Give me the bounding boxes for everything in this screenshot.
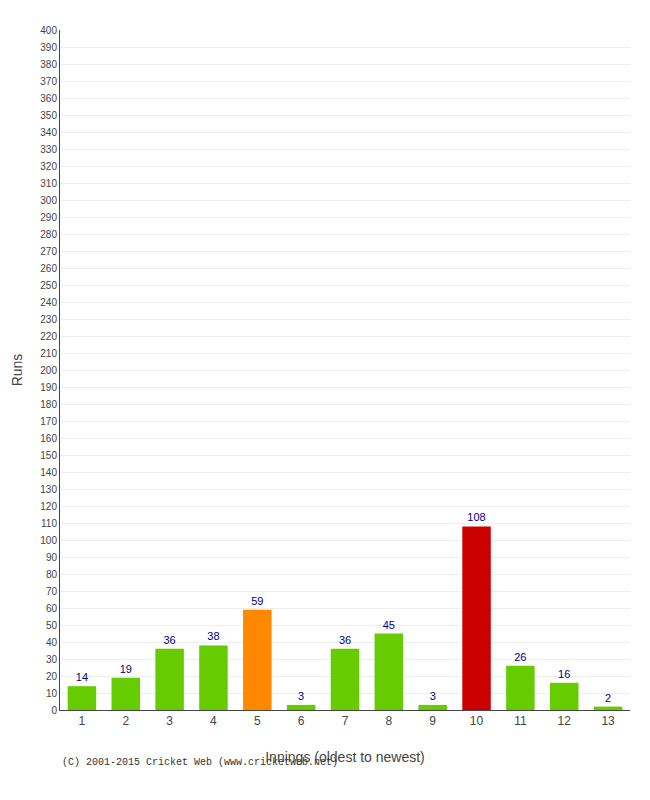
svg-text:240: 240 (40, 297, 57, 308)
svg-text:36: 36 (163, 634, 175, 646)
svg-text:13: 13 (601, 714, 615, 728)
svg-text:100: 100 (40, 535, 57, 546)
svg-text:190: 190 (40, 382, 57, 393)
svg-text:200: 200 (40, 365, 57, 376)
svg-text:8: 8 (386, 714, 393, 728)
svg-text:30: 30 (46, 654, 58, 665)
svg-text:160: 160 (40, 433, 57, 444)
svg-text:250: 250 (40, 280, 57, 291)
svg-text:12: 12 (558, 714, 572, 728)
svg-text:Innings (oldest to newest): Innings (oldest to newest) (265, 749, 425, 765)
svg-text:280: 280 (40, 229, 57, 240)
svg-text:170: 170 (40, 416, 57, 427)
svg-text:210: 210 (40, 348, 57, 359)
svg-text:300: 300 (40, 195, 57, 206)
svg-text:370: 370 (40, 76, 57, 87)
svg-text:9: 9 (429, 714, 436, 728)
svg-text:(C) 2001-2015 Cricket Web (www: (C) 2001-2015 Cricket Web (www.cricketwe… (62, 757, 338, 768)
svg-text:1: 1 (79, 714, 86, 728)
svg-text:19: 19 (120, 663, 132, 675)
svg-text:310: 310 (40, 178, 57, 189)
svg-text:2: 2 (605, 692, 611, 704)
svg-text:110: 110 (41, 518, 57, 529)
svg-text:290: 290 (40, 212, 57, 223)
svg-text:3: 3 (430, 690, 436, 702)
svg-text:70: 70 (46, 586, 58, 597)
svg-text:400: 400 (40, 25, 57, 36)
svg-text:320: 320 (40, 161, 57, 172)
svg-text:36: 36 (339, 634, 351, 646)
svg-text:10: 10 (46, 688, 58, 699)
svg-text:14: 14 (76, 671, 88, 683)
svg-text:45: 45 (383, 619, 395, 631)
svg-text:10: 10 (470, 714, 484, 728)
svg-text:50: 50 (46, 620, 58, 631)
svg-text:11: 11 (514, 714, 527, 728)
svg-text:260: 260 (40, 263, 57, 274)
svg-text:180: 180 (40, 399, 57, 410)
svg-text:5: 5 (254, 714, 261, 728)
svg-text:90: 90 (46, 552, 58, 563)
svg-text:220: 220 (40, 331, 57, 342)
svg-text:340: 340 (40, 127, 57, 138)
svg-text:330: 330 (40, 144, 57, 155)
svg-text:59: 59 (251, 595, 263, 607)
svg-text:4: 4 (210, 714, 217, 728)
svg-text:3: 3 (166, 714, 173, 728)
svg-text:150: 150 (40, 450, 57, 461)
svg-text:0: 0 (51, 705, 57, 716)
svg-text:270: 270 (40, 246, 57, 257)
svg-text:140: 140 (40, 467, 57, 478)
svg-text:16: 16 (558, 668, 570, 680)
svg-text:40: 40 (46, 637, 58, 648)
svg-text:80: 80 (46, 569, 58, 580)
svg-text:7: 7 (342, 714, 349, 728)
svg-text:108: 108 (467, 511, 485, 523)
svg-text:26: 26 (514, 651, 526, 663)
svg-text:120: 120 (40, 501, 57, 512)
svg-text:20: 20 (46, 671, 58, 682)
svg-text:38: 38 (207, 630, 219, 642)
svg-text:2: 2 (122, 714, 129, 728)
svg-text:Runs: Runs (9, 354, 25, 387)
svg-text:60: 60 (46, 603, 58, 614)
svg-text:130: 130 (40, 484, 57, 495)
svg-text:380: 380 (40, 59, 57, 70)
svg-text:6: 6 (298, 714, 305, 728)
svg-text:390: 390 (40, 42, 57, 53)
svg-text:360: 360 (40, 93, 57, 104)
svg-text:230: 230 (40, 314, 57, 325)
svg-text:350: 350 (40, 110, 57, 121)
svg-text:3: 3 (298, 690, 304, 702)
